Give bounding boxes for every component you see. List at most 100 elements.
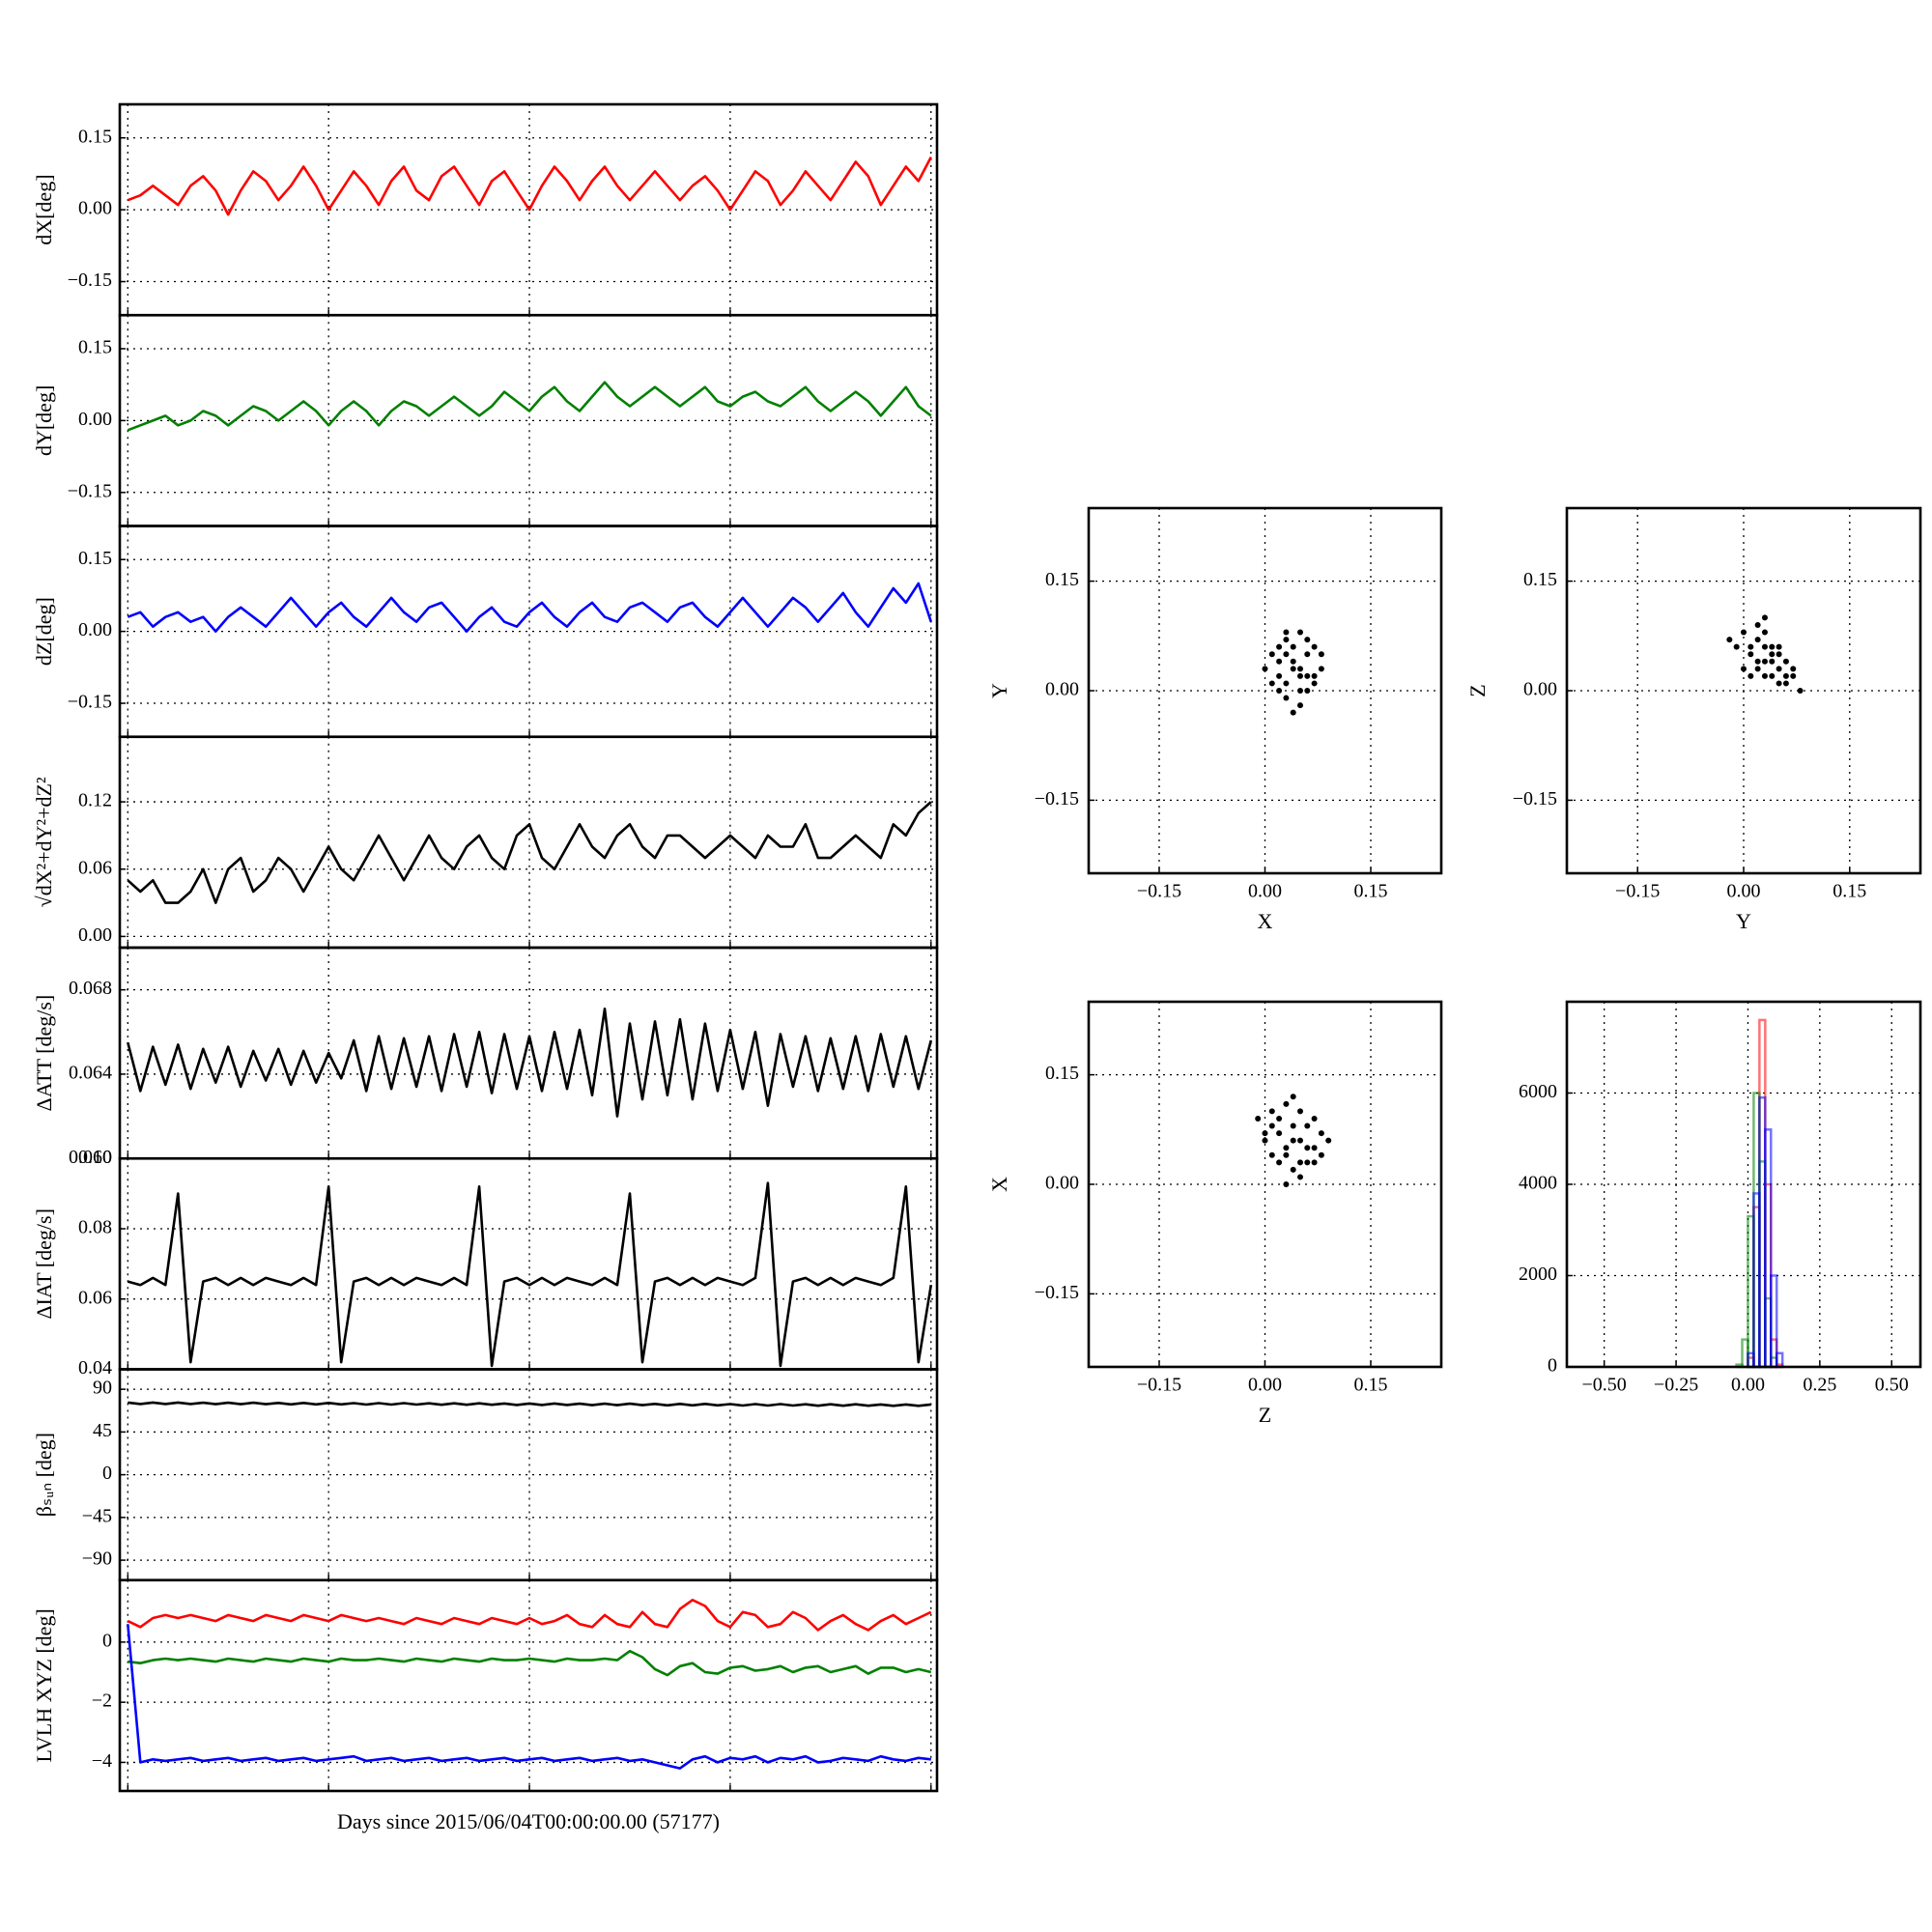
point (1276, 1115, 1283, 1122)
point (1268, 1122, 1275, 1129)
y-tick-label: 0.00 (78, 198, 112, 219)
point (1790, 672, 1797, 679)
panel-frame (118, 735, 939, 950)
point (1790, 666, 1797, 672)
point (1268, 1108, 1275, 1115)
y-axis-label: dZ[deg] (32, 597, 56, 666)
point (1304, 1122, 1311, 1129)
x-tick-label: 0.00 (1248, 1375, 1282, 1396)
point (1776, 651, 1782, 658)
point (1311, 672, 1318, 679)
y-tick-label: 0.068 (69, 978, 112, 999)
point (1297, 702, 1303, 709)
point (1782, 672, 1789, 679)
point (1325, 1137, 1332, 1144)
point (1304, 1159, 1311, 1166)
point (1761, 614, 1768, 621)
x-tick-label: 0.00 (1727, 881, 1761, 902)
panel-frame (118, 1578, 939, 1793)
point (1304, 688, 1311, 694)
y-tick-label: 0.00 (1045, 679, 1079, 700)
y-tick-label: −0.15 (1513, 788, 1557, 810)
y-tick-label: 0 (102, 1463, 112, 1484)
x-tick-label: −0.25 (1654, 1375, 1698, 1396)
y-tick-label: −0.15 (68, 480, 112, 501)
y-axis-label: dY[deg] (32, 385, 56, 456)
series-line (127, 156, 932, 216)
series-line (127, 1599, 932, 1632)
y-axis-label: βₛᵤₙ [deg] (32, 1433, 56, 1517)
point (1290, 1122, 1296, 1129)
y-tick-label: 0.06 (78, 1287, 112, 1308)
point (1283, 1100, 1290, 1107)
point (1283, 680, 1290, 687)
y-tick-label: 0.15 (78, 126, 112, 147)
x-tick-label: 0.00 (1248, 881, 1282, 902)
point (1290, 643, 1296, 650)
x-tick-label: −0.15 (1615, 881, 1660, 902)
y-tick-label: 0.15 (1045, 569, 1079, 590)
y-tick-label: −4 (92, 1750, 112, 1772)
point (1290, 1094, 1296, 1100)
point (1283, 1181, 1290, 1187)
point (1297, 1174, 1303, 1180)
point (1290, 666, 1296, 672)
y-tick-label: −0.15 (1035, 1282, 1079, 1303)
point (1761, 643, 1768, 650)
point (1283, 651, 1290, 658)
y-tick-label: 0.08 (78, 1217, 112, 1238)
point (1769, 643, 1776, 650)
point (1311, 643, 1318, 650)
x-axis-label: Z (1259, 1403, 1271, 1427)
y-tick-label: 2000 (1519, 1264, 1557, 1285)
x-axis-label: Days since 2015/06/04T00:00:00.00 (57177… (337, 1809, 720, 1833)
y-tick-label: 90 (93, 1378, 112, 1399)
point (1318, 666, 1324, 672)
y-tick-label: −45 (82, 1505, 112, 1526)
point (1311, 1115, 1318, 1122)
point (1283, 1145, 1290, 1151)
point (1782, 680, 1789, 687)
point (1290, 1137, 1296, 1144)
y-tick-label: 0 (1548, 1355, 1557, 1377)
point (1290, 658, 1296, 665)
point (1769, 658, 1776, 665)
point (1318, 651, 1324, 658)
y-tick-label: 0.15 (1045, 1063, 1079, 1084)
y-tick-label: −2 (92, 1690, 112, 1712)
point (1268, 651, 1275, 658)
panel-frame (1087, 1000, 1443, 1369)
series-line (128, 1401, 931, 1407)
y-axis-label: LVLH XYZ [deg] (32, 1608, 56, 1762)
series-line (127, 1181, 933, 1368)
point (1761, 672, 1768, 679)
y-axis-label: ΔIAT [deg/s] (32, 1208, 56, 1320)
point (1311, 1145, 1318, 1151)
point (1769, 672, 1776, 679)
point (1297, 688, 1303, 694)
point (1283, 1151, 1290, 1158)
x-tick-label: 0.00 (1731, 1375, 1765, 1396)
point (1769, 651, 1776, 658)
y-axis-label: ΔATT [deg/s] (32, 995, 56, 1112)
point (1754, 637, 1761, 643)
point (1741, 629, 1747, 636)
y-axis-label: Z (1465, 684, 1490, 696)
point (1776, 643, 1782, 650)
point (1283, 695, 1290, 701)
point (1761, 658, 1768, 665)
y-tick-label: −0.15 (68, 692, 112, 713)
x-tick-label: 0.50 (1875, 1375, 1909, 1396)
point (1297, 666, 1303, 672)
point (1276, 643, 1283, 650)
point (1297, 629, 1303, 636)
y-tick-label: 0 (102, 1630, 112, 1651)
y-axis-label: Y (987, 683, 1011, 698)
point (1262, 1130, 1268, 1137)
y-axis-label: √dX²+dY²+dZ² (32, 777, 56, 907)
y-tick-label: 0.00 (78, 619, 112, 640)
point (1318, 1130, 1324, 1137)
series-line (128, 1649, 932, 1677)
y-tick-label: 0.06 (78, 857, 112, 878)
